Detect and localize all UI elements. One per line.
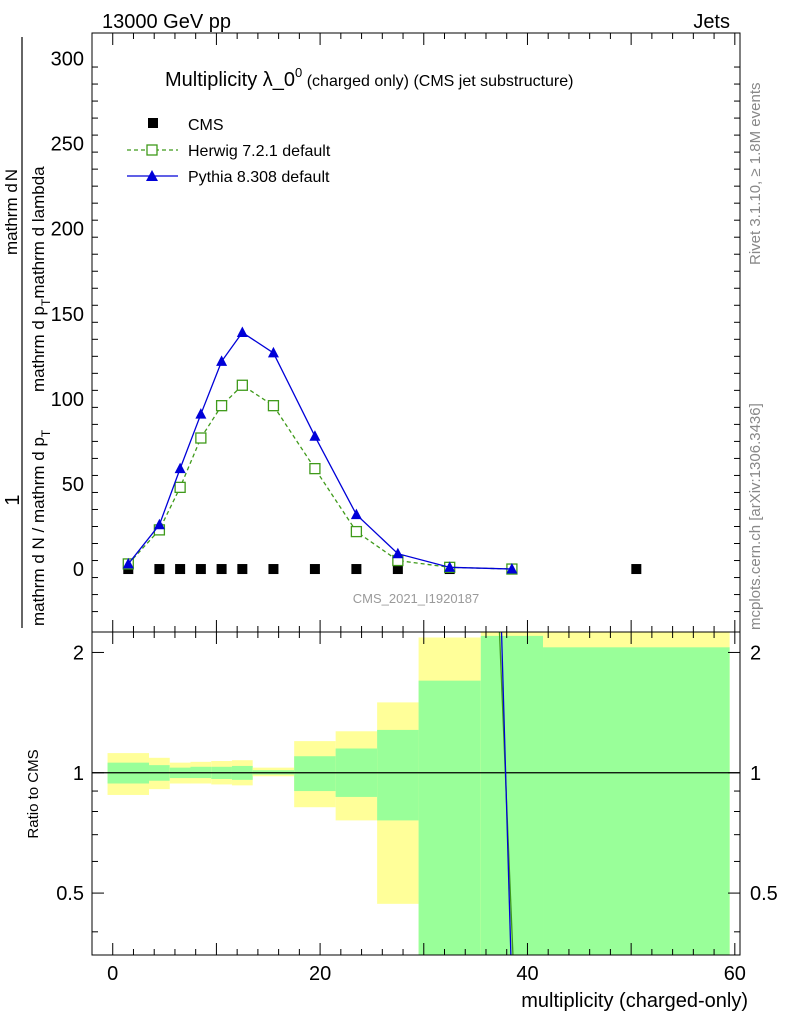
y-label-rden2: mathrm d lambda <box>29 166 48 299</box>
y-label-right-den: mathrm d pTmathrm d lambda <box>29 166 53 392</box>
ratio-x-tick-label: 20 <box>309 963 331 985</box>
watermark: CMS_2021_I1920187 <box>353 591 480 606</box>
herwig-point <box>267 400 280 412</box>
cms-point <box>309 564 320 575</box>
cms-point <box>351 564 362 575</box>
pythia-point <box>392 547 404 559</box>
cms-point <box>195 564 206 575</box>
main-y-tick-label: 200 <box>51 219 84 241</box>
ratio-bands <box>92 632 740 955</box>
ratio-y-tick-label-right: 2 <box>750 642 761 664</box>
ratio-x-ticks: 0 20 40 60 <box>107 632 746 985</box>
main-y-tick-label: 250 <box>51 134 84 156</box>
main-x-ticks <box>112 33 736 632</box>
main-title: Multiplicity λ_00 (charged only) (CMS je… <box>165 65 573 91</box>
main-title-main: Multiplicity λ_0 <box>165 69 295 91</box>
y-label-num: 1 <box>2 494 24 505</box>
ratio-x-tick-label: 0 <box>107 963 118 985</box>
header-left: 13000 GeV pp <box>102 11 231 33</box>
herwig-point <box>309 462 321 475</box>
ratio-y-tick-label-right: 0.5 <box>750 883 778 905</box>
ratio-y-tick-label: 1 <box>73 763 84 785</box>
main-y-label: 1 mathrm d N / mathrm d pT mathrm dN mat… <box>2 37 53 628</box>
cms-point <box>631 564 642 575</box>
main-y-tick-label: 0 <box>73 559 84 581</box>
pythia-point <box>267 346 279 358</box>
ratio-y-tick-label-right: 1 <box>750 763 761 785</box>
rivet-label: Rivet 3.1.10, ≥ 1.8M events <box>747 83 764 266</box>
legend-herwig-label: Herwig 7.2.1 default <box>188 143 331 160</box>
ratio-plot-area <box>91 631 741 956</box>
ratio-band-1sigma <box>480 635 544 955</box>
ratio-band-1sigma <box>543 647 730 955</box>
ratio-y-label: Ratio to CMS <box>25 749 42 838</box>
x-axis-label: multiplicity (charged-only) <box>521 990 748 1012</box>
herwig-point <box>215 400 228 412</box>
pythia-point <box>153 518 165 530</box>
ratio-y-tick-label: 0.5 <box>56 883 84 905</box>
cms-point <box>216 564 227 575</box>
pythia-point <box>309 430 321 441</box>
main-title-rest: (charged only) (CMS jet substructure) <box>302 73 573 90</box>
main-y-tick-label: 150 <box>51 304 84 326</box>
main-series <box>122 326 642 575</box>
cms-point <box>392 564 403 575</box>
cms-point <box>175 564 186 575</box>
ratio-series <box>498 632 514 955</box>
main-y-tick-label: 50 <box>62 474 84 496</box>
herwig-point <box>195 432 207 444</box>
ratio-line <box>500 632 512 955</box>
y-label-right-den-frac-num: mathrm d N <box>2 169 21 255</box>
y-label-rnum2: N <box>2 169 21 181</box>
main-y-tick-label: 300 <box>51 49 84 71</box>
ratio-panel: 0.5 0.5 1 1 2 2 0 20 40 60 Ratio to CMS multipli… <box>25 631 778 1012</box>
pythia-point <box>122 557 134 569</box>
legend-cms-label: CMS <box>188 117 224 134</box>
y-label-den-text: mathrm d N / mathrm d p <box>29 437 48 626</box>
legend-pythia-marker <box>146 170 158 181</box>
ratio-y-ticks: 0.5 0.5 1 1 2 2 <box>56 642 778 933</box>
y-label-rden-sub: T <box>39 298 53 306</box>
pythia-point <box>506 563 518 574</box>
herwig-point <box>236 379 248 391</box>
cms-point <box>237 564 248 575</box>
ratio-x-tick-label: 40 <box>516 963 538 985</box>
cms-point <box>154 564 165 575</box>
legend-cms-marker <box>148 118 158 128</box>
pythia-point <box>216 355 228 366</box>
main-y-tick-label: 100 <box>51 389 84 411</box>
pythia-point <box>174 462 186 474</box>
pythia-point <box>236 326 248 337</box>
y-label-den-sub: T <box>39 429 53 437</box>
ratio-band-1sigma <box>377 729 419 821</box>
cms-point <box>268 564 279 575</box>
main-title-sup: 0 <box>295 65 302 80</box>
legend: CMS Herwig 7.2.1 default Pythia 8.308 de… <box>127 117 331 186</box>
ratio-band-1sigma <box>294 756 336 792</box>
legend-herwig-marker <box>146 144 158 156</box>
pythia-point <box>350 508 362 520</box>
herwig-point <box>350 525 363 538</box>
ratio-band-1sigma <box>418 680 481 955</box>
ratio-y-tick-label: 2 <box>73 642 84 664</box>
y-label-den: mathrm d N / mathrm d pT <box>29 429 53 626</box>
pythia-point <box>195 408 207 419</box>
y-label-rden: mathrm d p <box>29 306 48 392</box>
mcplots-label: mcplots.cern.ch [arXiv:1306.3436] <box>747 403 764 630</box>
herwig-point <box>174 481 186 494</box>
main-y-ticks: 0 50 100 150 200 250 300 <box>51 49 740 613</box>
y-label-rnum: mathrm d <box>2 183 21 255</box>
pythia-point <box>444 561 456 572</box>
series-line <box>127 331 512 570</box>
series-line <box>127 384 512 570</box>
ratio-x-tick-label: 60 <box>724 963 746 985</box>
legend-pythia-label: Pythia 8.308 default <box>188 169 330 186</box>
header-right: Jets <box>693 11 730 33</box>
